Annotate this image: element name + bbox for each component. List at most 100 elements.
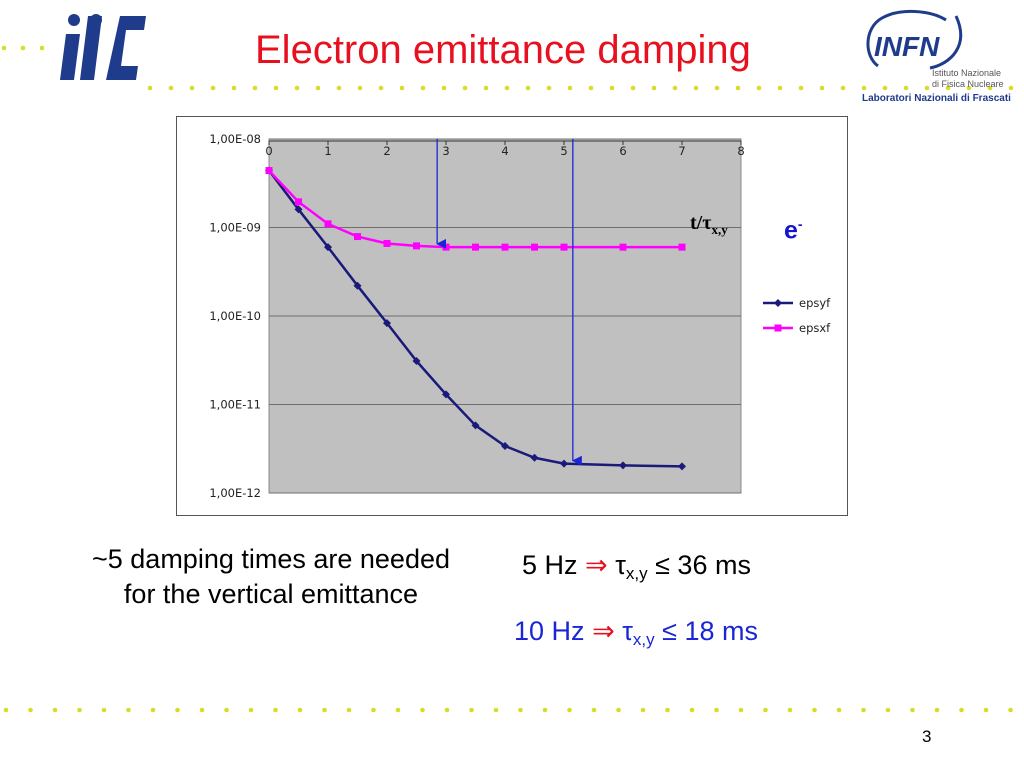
- rate-10hz-freq: 10 Hz: [514, 616, 585, 646]
- point-epsxf: [442, 243, 450, 251]
- decor-dot: [588, 85, 594, 91]
- decor-dot: [252, 85, 258, 91]
- decorative-dots-top: [1, 45, 1014, 91]
- decor-dot: [444, 707, 450, 713]
- decor-dot: [983, 707, 989, 713]
- decor-dot: [399, 85, 405, 91]
- decor-dot: [959, 707, 964, 713]
- rate-5hz-freq: 5 Hz: [522, 550, 578, 580]
- decor-dot: [315, 85, 321, 91]
- decor-dot: [640, 707, 646, 713]
- decor-dot: [210, 85, 216, 91]
- decor-dot: [525, 85, 531, 91]
- decor-dot: [346, 707, 352, 713]
- decor-dot: [738, 707, 744, 713]
- point-epsxf: [560, 243, 568, 251]
- particle-sup: -: [797, 216, 803, 232]
- slide-title: Electron emittance damping: [255, 28, 751, 72]
- decor-dot: [248, 707, 254, 713]
- rate-5hz-tau: τ: [615, 550, 626, 580]
- decor-dot: [39, 45, 45, 51]
- decor-dot: [763, 707, 768, 713]
- decor-dot: [542, 707, 548, 713]
- decor-dot: [199, 707, 205, 713]
- x-tick-label: 2: [383, 144, 390, 158]
- decor-dot: [504, 85, 510, 91]
- point-epsxf: [472, 243, 479, 251]
- decor-dot: [297, 707, 303, 713]
- legend-label-epsyf: epsyf: [799, 296, 831, 310]
- decor-dot: [469, 707, 474, 713]
- decor-dot: [945, 85, 951, 91]
- decor-dot: [336, 85, 342, 91]
- decor-dot: [882, 85, 888, 91]
- decor-dot: [616, 707, 621, 713]
- ilc-logo: [60, 14, 146, 80]
- decor-dot: [546, 85, 552, 91]
- point-epsyf: [471, 421, 480, 430]
- point-epsxf: [354, 233, 361, 241]
- decor-dot: [609, 85, 615, 91]
- decor-dot: [714, 85, 720, 91]
- decor-dot: [126, 707, 131, 713]
- x-tick-label: 6: [619, 144, 626, 158]
- infn-logo-line3: Laboratori Nazionali di Frascati: [862, 93, 1011, 104]
- decor-dot: [28, 707, 33, 713]
- point-epsyf: [560, 459, 568, 468]
- point-epsyf: [353, 281, 362, 290]
- y-tick-label: 1,00E-09: [209, 221, 261, 235]
- decor-dot: [3, 707, 9, 713]
- decor-dot: [1008, 85, 1014, 91]
- decor-dot: [357, 85, 363, 91]
- x-tick-label: 0: [265, 144, 272, 158]
- decor-dot: [518, 707, 523, 713]
- decor-dot: [885, 707, 891, 713]
- rate-10hz-tau: τ: [622, 616, 633, 646]
- x-tick-label: 5: [560, 144, 567, 158]
- x-tick-label: 7: [678, 144, 685, 158]
- point-epsxf: [501, 243, 509, 251]
- decor-dot: [273, 85, 279, 91]
- decor-dot: [798, 85, 804, 91]
- decor-dot: [420, 85, 426, 91]
- point-epsyf: [678, 462, 686, 471]
- decor-dot: [224, 707, 229, 713]
- decor-dot: [665, 707, 670, 713]
- infn-logo-name: INFN: [874, 31, 940, 62]
- decor-dot: [924, 85, 930, 91]
- x-tick-label: 8: [737, 144, 744, 158]
- decor-dot: [1008, 707, 1013, 713]
- decor-dot: [189, 85, 195, 91]
- decor-dot: [672, 85, 678, 91]
- legend-marker-epsxf: [774, 324, 782, 332]
- legend-marker-epsyf: [774, 299, 782, 307]
- point-epsxf: [265, 167, 273, 175]
- time-axis-annotation: t/τx,y: [690, 212, 728, 238]
- implies-arrow-icon: ⇒: [585, 550, 608, 580]
- decor-dot: [567, 85, 573, 91]
- decor-dot: [101, 707, 107, 713]
- legend-label-epsxf: epsxf: [799, 321, 831, 335]
- decor-dot: [462, 85, 468, 91]
- decor-dot: [756, 85, 762, 91]
- particle-label: e-: [784, 216, 803, 245]
- point-epsyf: [442, 390, 450, 399]
- decor-dot: [567, 707, 572, 713]
- decor-dot: [836, 707, 842, 713]
- rate-10hz-sub: x,y: [632, 630, 655, 649]
- decor-dot: [1, 45, 7, 51]
- decor-dot: [714, 707, 719, 713]
- rate-10hz-rel: ≤ 18 ms: [662, 616, 758, 646]
- damping-note: ~5 damping times are needed for the vert…: [92, 544, 450, 609]
- infn-logo-line2: di Fisica Nucleare: [932, 79, 1004, 89]
- decor-dot: [812, 707, 817, 713]
- decor-dot: [630, 85, 636, 91]
- y-tick-label: 1,00E-12: [209, 486, 261, 500]
- point-epsxf: [619, 243, 627, 251]
- point-epsyf: [324, 243, 332, 252]
- point-epsxf: [383, 239, 391, 247]
- decor-dot: [903, 85, 909, 91]
- point-epsyf: [530, 453, 539, 462]
- decor-dot: [147, 85, 153, 91]
- rate-5hz-line: 5 Hz ⇒ τx,y ≤ 36 ms: [522, 550, 751, 584]
